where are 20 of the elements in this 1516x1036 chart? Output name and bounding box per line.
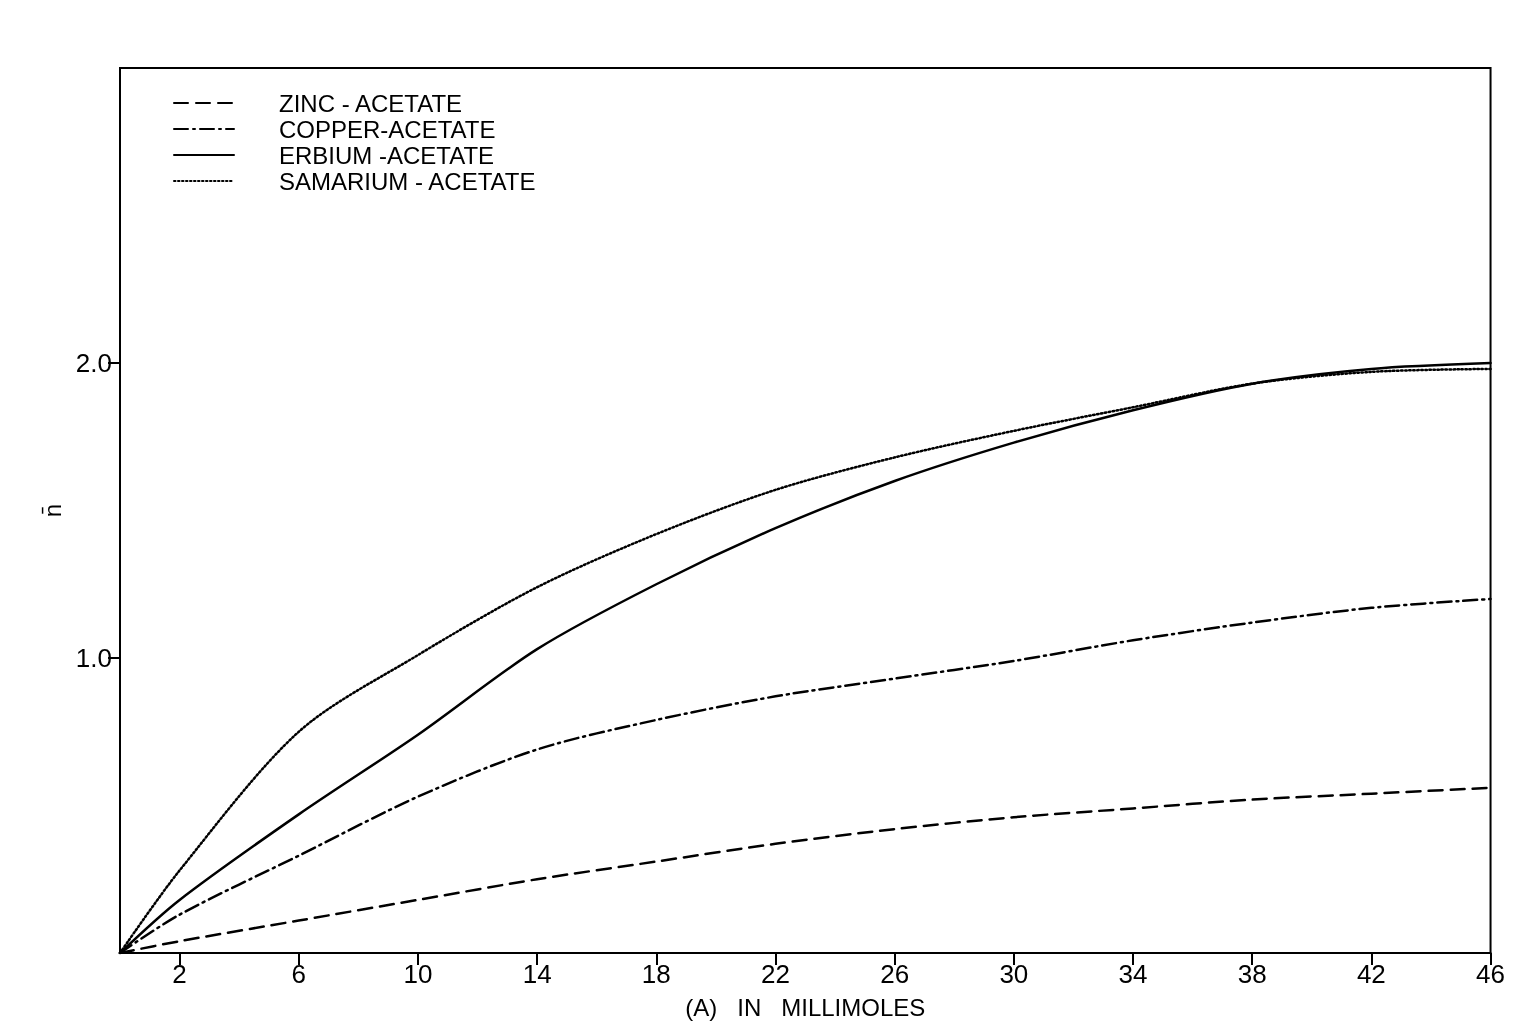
x-tick-label: 42 [1356, 959, 1386, 989]
x-tick-label: 2 [172, 959, 187, 989]
y-axis-title: n̄ [39, 503, 67, 518]
x-tick-label: 10 [403, 959, 433, 989]
legend-label: ERBIUM -ACETATE [279, 141, 495, 169]
x-tick-label: 26 [880, 959, 910, 989]
x-tick-label: 18 [641, 959, 671, 989]
x-tick-label: 6 [291, 959, 306, 989]
x-tick-label: 38 [1237, 959, 1267, 989]
y-tick-label: 1.0 [75, 643, 112, 673]
x-tick-label: 14 [522, 959, 552, 989]
legend-label: COPPER-ACETATE [279, 115, 496, 143]
x-tick-label: 46 [1476, 959, 1505, 989]
y-tick-label: 2.0 [75, 348, 112, 378]
x-tick-label: 34 [1118, 959, 1148, 989]
x-tick-label: 30 [999, 959, 1029, 989]
legend-label: SAMARIUM - ACETATE [279, 167, 536, 195]
x-axis-title: (A) IN MILLIMOLES [685, 993, 926, 1021]
legend-label: ZINC - ACETATE [279, 89, 463, 117]
x-tick-label: 22 [761, 959, 790, 989]
